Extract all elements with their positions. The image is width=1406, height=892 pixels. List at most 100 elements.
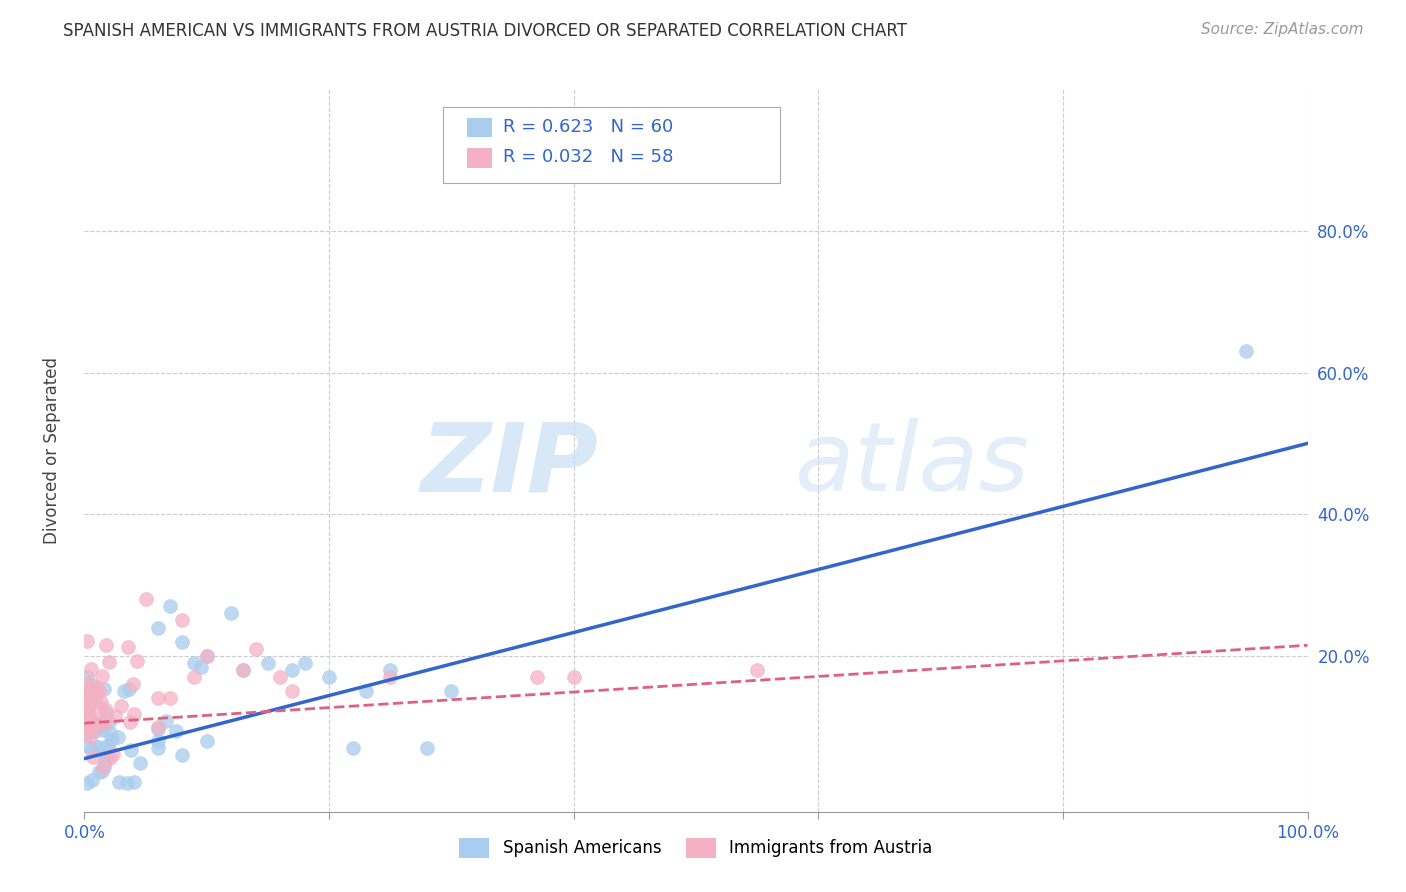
Point <box>127 654 149 668</box>
Point <box>87 682 110 697</box>
Point <box>195 734 218 748</box>
Point <box>97 714 120 729</box>
Point <box>118 682 141 697</box>
Point <box>117 640 139 654</box>
Point <box>257 656 280 670</box>
Point <box>76 776 98 790</box>
Point <box>219 607 242 621</box>
Point <box>84 739 107 754</box>
Point <box>82 750 104 764</box>
Point <box>83 691 105 706</box>
Point <box>146 720 169 734</box>
Point <box>96 739 118 754</box>
Point <box>120 714 142 729</box>
Point <box>79 662 101 676</box>
Point <box>165 724 187 739</box>
Point <box>747 663 769 677</box>
Point <box>122 677 145 691</box>
Point <box>159 691 181 706</box>
Point <box>77 690 100 705</box>
Text: SPANISH AMERICAN VS IMMIGRANTS FROM AUSTRIA DIVORCED OR SEPARATED CORRELATION CH: SPANISH AMERICAN VS IMMIGRANTS FROM AUST… <box>63 22 907 40</box>
Point <box>129 756 152 770</box>
Point <box>93 759 115 773</box>
Legend: Spanish Americans, Immigrants from Austria: Spanish Americans, Immigrants from Austr… <box>453 831 939 865</box>
Point <box>281 663 304 677</box>
Point <box>76 691 98 706</box>
Text: atlas: atlas <box>794 418 1029 511</box>
Point <box>94 755 117 769</box>
Point <box>269 670 291 684</box>
Point <box>159 599 181 614</box>
Point <box>77 714 100 728</box>
Point <box>112 684 135 698</box>
Point <box>80 678 103 692</box>
Point <box>77 701 100 715</box>
Point <box>76 670 98 684</box>
Point <box>76 706 98 720</box>
Point <box>76 675 98 690</box>
Point <box>342 741 364 756</box>
Point <box>526 670 548 684</box>
Point <box>146 691 169 706</box>
Point <box>93 681 115 696</box>
Point <box>294 656 316 670</box>
Point <box>91 723 114 738</box>
Point <box>195 648 218 663</box>
Text: R = 0.623   N = 60: R = 0.623 N = 60 <box>503 118 673 136</box>
Point <box>77 699 100 714</box>
Point <box>76 715 98 730</box>
Point <box>1236 344 1258 359</box>
Point <box>76 634 98 648</box>
Point <box>80 723 103 737</box>
Point <box>79 730 101 744</box>
Point <box>83 687 105 701</box>
Point <box>110 698 132 713</box>
Point <box>90 669 112 683</box>
Point <box>440 684 463 698</box>
Text: Source: ZipAtlas.com: Source: ZipAtlas.com <box>1201 22 1364 37</box>
Point <box>90 695 112 709</box>
Point <box>232 663 254 677</box>
Point <box>98 750 121 764</box>
Point <box>232 663 254 677</box>
Point <box>318 670 340 684</box>
Point <box>146 741 169 756</box>
Point <box>97 739 120 753</box>
Point <box>77 708 100 723</box>
Point <box>146 734 169 748</box>
Point <box>172 634 194 648</box>
Text: ZIP: ZIP <box>420 418 598 511</box>
Point <box>120 743 142 757</box>
Point <box>94 751 117 765</box>
Point <box>104 709 127 723</box>
Point <box>108 775 131 789</box>
Point <box>76 726 98 740</box>
Point <box>89 700 111 714</box>
Point <box>146 722 169 736</box>
Point <box>87 720 110 734</box>
Point <box>97 656 120 670</box>
Point <box>115 776 138 790</box>
Point <box>245 641 267 656</box>
Point <box>91 764 114 779</box>
Point <box>562 670 585 684</box>
Point <box>122 707 145 722</box>
Point <box>76 711 98 725</box>
Point <box>89 718 111 732</box>
Point <box>83 724 105 739</box>
Point <box>101 731 124 746</box>
Point <box>91 760 114 774</box>
Point <box>101 747 124 761</box>
Point <box>183 656 205 670</box>
Point <box>155 714 177 729</box>
Point <box>76 708 98 723</box>
Point <box>380 670 402 684</box>
Point <box>380 663 402 677</box>
Point <box>79 723 101 737</box>
Point <box>83 715 105 730</box>
Point <box>96 638 118 652</box>
Point <box>416 741 439 756</box>
Point <box>80 710 103 724</box>
Point <box>98 725 121 739</box>
Point <box>96 703 118 717</box>
